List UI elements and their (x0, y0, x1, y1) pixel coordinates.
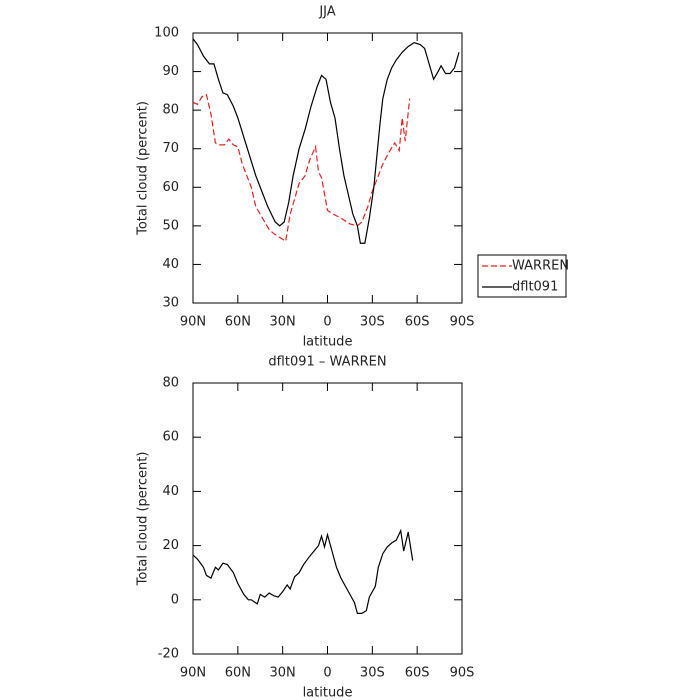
x-tick-label: 0 (323, 315, 331, 330)
x-tick-label: 90N (180, 315, 206, 330)
y-tick-label: 20 (162, 538, 179, 553)
y-axis-label: Total cloud (percent) (136, 101, 151, 236)
x-tick-label: 90S (450, 666, 475, 681)
x-tick-label: 30S (360, 666, 385, 681)
x-tick-label: 60N (225, 666, 251, 681)
x-axis-label: latitude (303, 335, 353, 350)
y-axis-label: Total cloud (percent) (136, 452, 151, 587)
y-tick-label: 50 (162, 218, 179, 233)
x-tick-label: 90N (180, 666, 206, 681)
x-tick-label: 30N (270, 315, 296, 330)
y-tick-label: 90 (162, 64, 179, 79)
y-tick-label: -20 (158, 647, 179, 662)
x-tick-label: 0 (323, 666, 331, 681)
y-tick-label: 0 (171, 592, 179, 607)
data-line (192, 38, 460, 244)
y-tick-label: 30 (162, 296, 179, 311)
chart-title: JJA (318, 5, 335, 20)
y-tick-label: 40 (162, 484, 179, 499)
legend-label: dflt091 (512, 280, 558, 295)
y-tick-label: 80 (162, 376, 179, 391)
x-tick-label: 60S (405, 666, 430, 681)
y-tick-label: 60 (162, 180, 179, 195)
legend-box (477, 254, 567, 298)
plot-frame (192, 32, 463, 304)
data-line (192, 528, 414, 614)
x-tick-label: 30N (270, 666, 296, 681)
y-tick-label: 100 (154, 26, 179, 41)
legend-label: WARREN (512, 259, 569, 274)
x-tick-label: 60N (225, 315, 251, 330)
chart-title: dflt091 – WARREN (268, 355, 386, 370)
x-tick-label: 30S (360, 315, 385, 330)
y-tick-label: 40 (162, 257, 179, 272)
x-axis-label: latitude (303, 686, 353, 700)
x-tick-label: 60S (405, 315, 430, 330)
y-tick-label: 60 (162, 430, 179, 445)
plot-frame (192, 382, 463, 655)
y-tick-label: 80 (162, 103, 179, 118)
data-line (192, 93, 411, 243)
y-tick-label: 70 (162, 141, 179, 156)
x-tick-label: 90S (450, 315, 475, 330)
